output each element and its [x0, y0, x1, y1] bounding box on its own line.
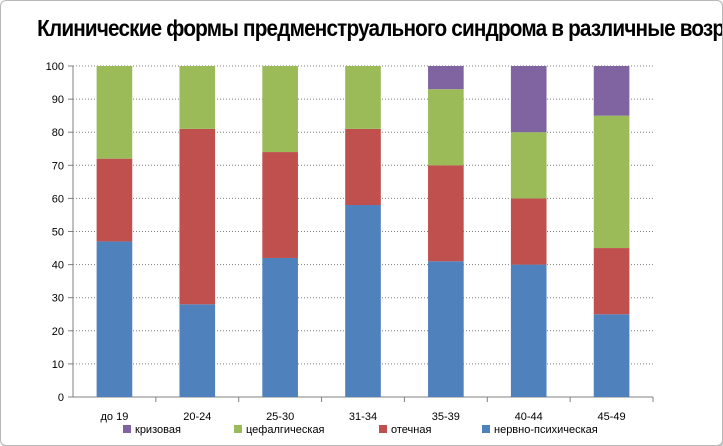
bar-segment [510, 264, 547, 397]
legend-swatch [482, 425, 490, 433]
bar-segment [262, 152, 298, 258]
y-tick-label: 70 [52, 160, 64, 172]
bar-segment [428, 165, 464, 262]
y-tick-label: 0 [58, 392, 64, 404]
y-tick-label: 50 [52, 227, 64, 239]
chart-title: Клинические формы предменструального син… [37, 15, 722, 41]
bar-segment [262, 257, 298, 397]
legend-label: нервно-психическая [494, 424, 598, 436]
bar-segment [510, 132, 547, 199]
y-tick-label: 100 [46, 61, 64, 73]
x-tick-label: 31-34 [349, 411, 377, 423]
y-tick-label: 10 [52, 359, 64, 371]
x-tick-label: 25-30 [266, 411, 294, 423]
y-tick-label: 20 [52, 326, 64, 338]
bar-segment [510, 66, 547, 133]
x-tick-label: 35-39 [432, 411, 460, 423]
bar-segment [428, 66, 464, 90]
bar-segment [593, 66, 630, 116]
bar-segment [96, 66, 133, 159]
bar-segment [179, 128, 216, 305]
bar-segment [96, 241, 133, 397]
legend-swatch [123, 425, 131, 433]
x-tick-label: 45-49 [598, 411, 626, 423]
bar-segment [345, 66, 381, 129]
bar-segment [428, 261, 464, 397]
legend-swatch [234, 425, 242, 433]
y-tick-label: 30 [52, 293, 64, 305]
bar-segment [262, 66, 298, 153]
bar-segment [96, 158, 133, 242]
bar-segment [593, 314, 630, 397]
bar-segment [428, 89, 464, 166]
legend-label: отечная [391, 424, 431, 436]
bar-segment [345, 128, 381, 206]
x-tick-label: 20-24 [183, 411, 211, 423]
legend-label: цефалгическая [246, 424, 325, 436]
y-tick-label: 80 [52, 127, 64, 139]
y-tick-label: 60 [52, 193, 64, 205]
bar-segment [593, 248, 630, 315]
legend-label: кризовая [135, 424, 181, 436]
x-tick-label: до 19 [101, 411, 129, 423]
x-tick-label: 40-44 [515, 411, 543, 423]
y-tick-label: 90 [52, 94, 64, 106]
bar-segment [510, 198, 547, 265]
y-tick-label: 40 [52, 260, 64, 272]
bar-segment [179, 304, 216, 397]
legend-swatch [379, 425, 387, 433]
bar-segment [179, 66, 216, 129]
bar-segment [345, 205, 381, 397]
bar-segment [593, 115, 630, 249]
